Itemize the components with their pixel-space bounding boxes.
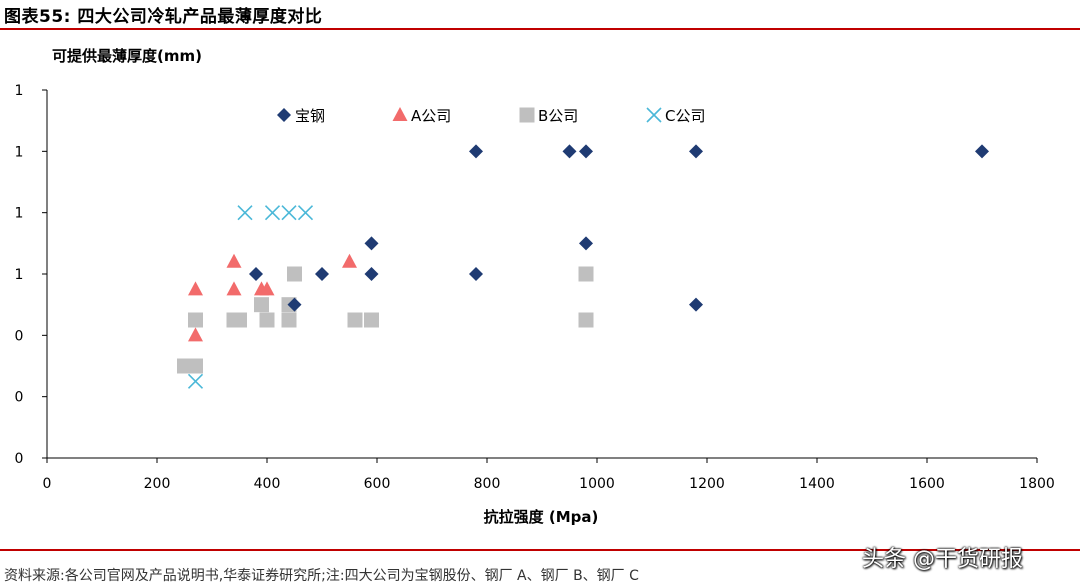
point-triangle (188, 327, 203, 342)
legend-label: B公司 (538, 107, 578, 125)
point-diamond (579, 236, 593, 251)
axes (42, 89, 1038, 463)
y-axis-label: 可提供最薄厚度(mm) (52, 47, 202, 65)
x-tick-label: 1000 (579, 476, 615, 492)
point-square (281, 312, 297, 328)
y-tick-label: 1 (15, 144, 24, 160)
y-tick-label: 1 (15, 267, 24, 283)
x-tick-label: 400 (254, 476, 281, 492)
x-tick-label: 1400 (799, 476, 835, 492)
chart-title: 图表55: 四大公司冷轧产品最薄厚度对比 (4, 7, 323, 27)
legend-marker-x (646, 107, 662, 123)
footer-rule (0, 549, 1080, 551)
x-tick-label: 0 (43, 476, 52, 492)
point-diamond (249, 267, 263, 281)
x-tick-label: 600 (364, 476, 391, 492)
y-tick-labels: 0 0 0 1 1 1 1 (15, 83, 24, 467)
point-square (188, 312, 203, 328)
data-points (177, 144, 989, 389)
x-tick-label: 1200 (689, 476, 725, 492)
point-square (578, 312, 594, 328)
point-square (188, 358, 203, 374)
point-square (578, 266, 594, 282)
point-diamond (364, 236, 379, 251)
point-x (237, 205, 253, 221)
point-square (364, 312, 379, 328)
legend-marker-square (519, 107, 535, 123)
point-diamond (579, 144, 593, 159)
point-diamond (469, 144, 483, 159)
point-triangle (226, 253, 242, 268)
point-square (259, 312, 275, 328)
point-diamond (689, 297, 703, 312)
point-triangle (188, 281, 203, 296)
x-tick-label: 800 (474, 476, 501, 492)
point-x (281, 205, 297, 221)
x-tick-label: 200 (144, 476, 171, 492)
x-axis-label: 抗拉强度 (Mpa) (484, 508, 599, 526)
point-triangle (342, 253, 357, 268)
y-tick-label: 1 (15, 83, 24, 99)
point-x (297, 205, 314, 221)
watermark-text: 头条 @干货研报 (862, 547, 1023, 572)
header-rule (0, 28, 1080, 30)
y-tick-label: 0 (15, 328, 24, 344)
legend-label: C公司 (665, 107, 705, 125)
x-tick-label: 1600 (909, 476, 945, 492)
point-square (347, 312, 363, 328)
legend: 宝钢 A公司 B公司 C公司 (277, 107, 705, 125)
y-tick-label: 0 (15, 390, 24, 406)
legend-label: A公司 (411, 107, 451, 125)
point-diamond (287, 297, 302, 312)
legend-marker-diamond (277, 108, 291, 122)
point-diamond (315, 267, 329, 281)
point-x (187, 373, 204, 389)
point-diamond (689, 144, 703, 159)
point-diamond (562, 144, 577, 159)
point-square (254, 297, 269, 313)
point-triangle (226, 281, 242, 296)
point-square (287, 266, 302, 282)
x-tick-labels: 0 200 400 600 800 1000 1200 1400 1600 1800 (43, 476, 1055, 492)
legend-label: 宝钢 (295, 107, 325, 125)
x-tick-label: 1800 (1019, 476, 1055, 492)
y-tick-label: 1 (15, 206, 24, 222)
legend-marker-triangle (392, 107, 408, 121)
point-diamond (364, 267, 379, 281)
point-square (232, 312, 247, 328)
point-x (264, 205, 281, 221)
point-diamond (975, 144, 989, 159)
y-tick-label: 0 (15, 451, 24, 467)
source-note: 资料来源:各公司官网及产品说明书,华泰证券研究所;注:四大公司为宝钢股份、钢厂 … (4, 568, 639, 584)
point-triangle (259, 281, 275, 296)
point-diamond (469, 267, 483, 281)
